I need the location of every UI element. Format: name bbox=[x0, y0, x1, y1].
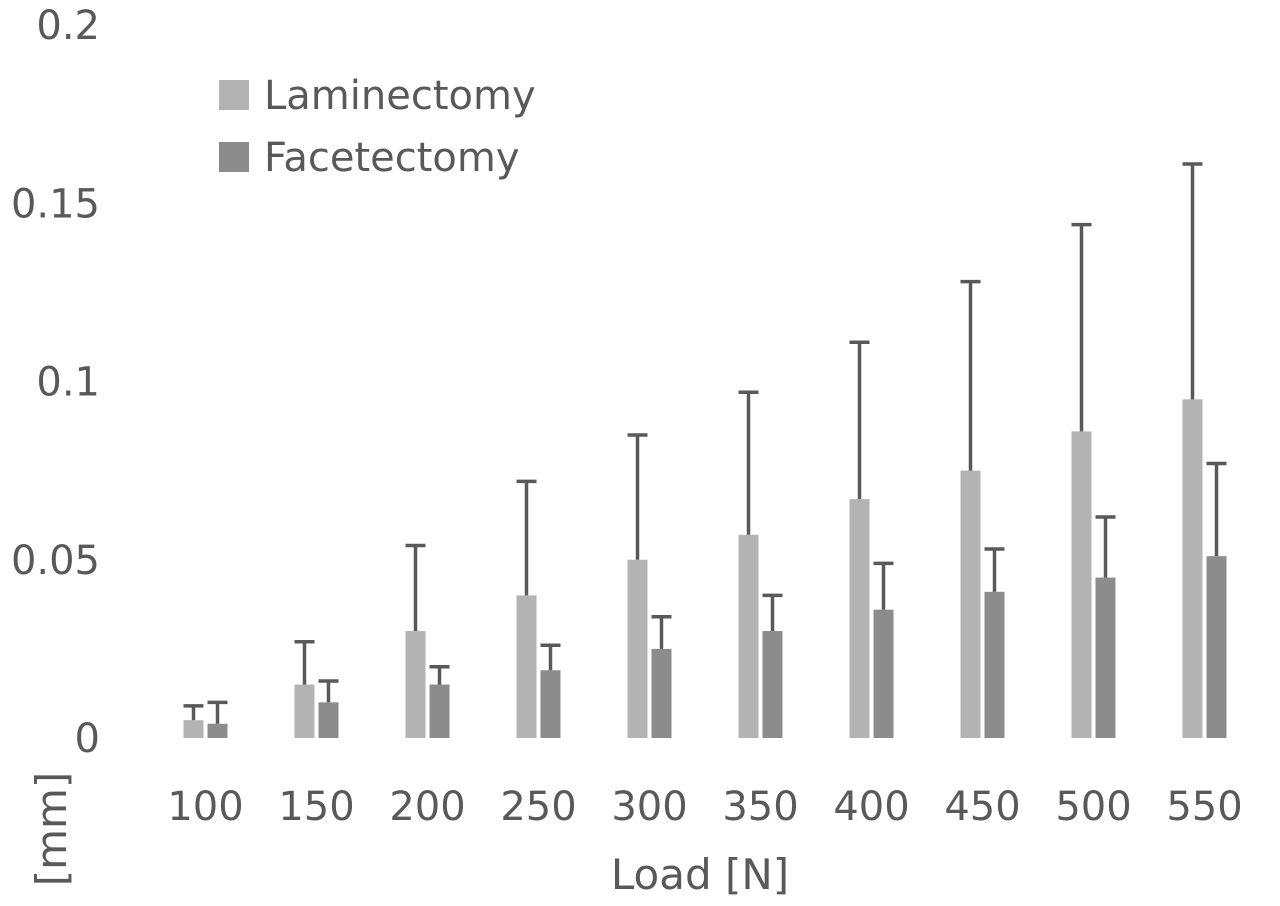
x-tick-label: 200 bbox=[389, 784, 465, 830]
legend-swatch bbox=[219, 142, 249, 172]
x-tick-label: 500 bbox=[1055, 784, 1131, 830]
bar-laminectomy bbox=[849, 499, 870, 738]
x-tick-label: 550 bbox=[1166, 784, 1242, 830]
bar-facetectomy bbox=[540, 670, 561, 738]
y-tick-label: 0.2 bbox=[36, 3, 100, 49]
x-axis-ticks: 100 150 200 250 300 350 400 450 500 550 bbox=[167, 784, 1242, 830]
legend: Laminectomy Facetectomy bbox=[219, 73, 536, 181]
x-tick-label: 100 bbox=[167, 784, 243, 830]
bar-laminectomy bbox=[1071, 431, 1092, 738]
legend-label: Facetectomy bbox=[264, 135, 520, 181]
y-axis-ticks: 0 0.05 0.1 0.15 0.2 bbox=[11, 3, 100, 762]
x-tick-label: 250 bbox=[500, 784, 576, 830]
legend-label: Laminectomy bbox=[264, 73, 536, 119]
bar-facetectomy bbox=[1095, 577, 1116, 738]
bar-facetectomy bbox=[1206, 556, 1227, 738]
bar-laminectomy bbox=[960, 470, 981, 738]
bar-laminectomy bbox=[738, 534, 759, 738]
x-axis-title: Load [N] bbox=[611, 850, 789, 899]
y-tick-label: 0.15 bbox=[11, 181, 100, 227]
bar-facetectomy bbox=[873, 609, 894, 738]
bar-laminectomy bbox=[1182, 399, 1203, 738]
bar-facetectomy bbox=[429, 684, 450, 738]
bar-facetectomy bbox=[651, 648, 672, 738]
bar-facetectomy bbox=[318, 702, 339, 738]
x-tick-label: 300 bbox=[611, 784, 687, 830]
bar-facetectomy bbox=[984, 591, 1005, 738]
x-tick-label: 150 bbox=[278, 784, 354, 830]
y-tick-label: 0.05 bbox=[11, 538, 100, 584]
x-tick-label: 400 bbox=[833, 784, 909, 830]
legend-swatch bbox=[219, 80, 249, 110]
bar-laminectomy bbox=[294, 684, 315, 738]
bar-laminectomy bbox=[516, 595, 537, 738]
y-tick-label: 0.1 bbox=[36, 360, 100, 406]
bar-laminectomy bbox=[627, 559, 648, 738]
error-bars bbox=[183, 162, 1227, 724]
bar-facetectomy bbox=[207, 723, 228, 738]
y-axis-title: [mm] bbox=[27, 772, 76, 887]
x-tick-label: 350 bbox=[722, 784, 798, 830]
bar-laminectomy bbox=[183, 720, 204, 738]
bars bbox=[183, 399, 1227, 738]
y-tick-label: 0 bbox=[75, 716, 100, 762]
bar-facetectomy bbox=[762, 631, 783, 738]
x-tick-label: 450 bbox=[944, 784, 1020, 830]
bar-laminectomy bbox=[405, 631, 426, 738]
